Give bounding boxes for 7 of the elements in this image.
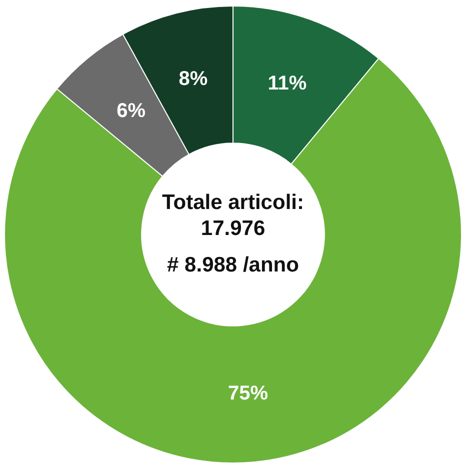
data-label: 11% xyxy=(268,72,307,95)
data-label: 6% xyxy=(116,100,146,122)
data-label: 75% xyxy=(228,382,268,404)
data-label: 8% xyxy=(178,68,208,90)
text: 17.976 xyxy=(200,217,266,240)
text: # 8.988 /anno xyxy=(167,253,299,276)
text: Totale articoli: xyxy=(162,191,304,214)
